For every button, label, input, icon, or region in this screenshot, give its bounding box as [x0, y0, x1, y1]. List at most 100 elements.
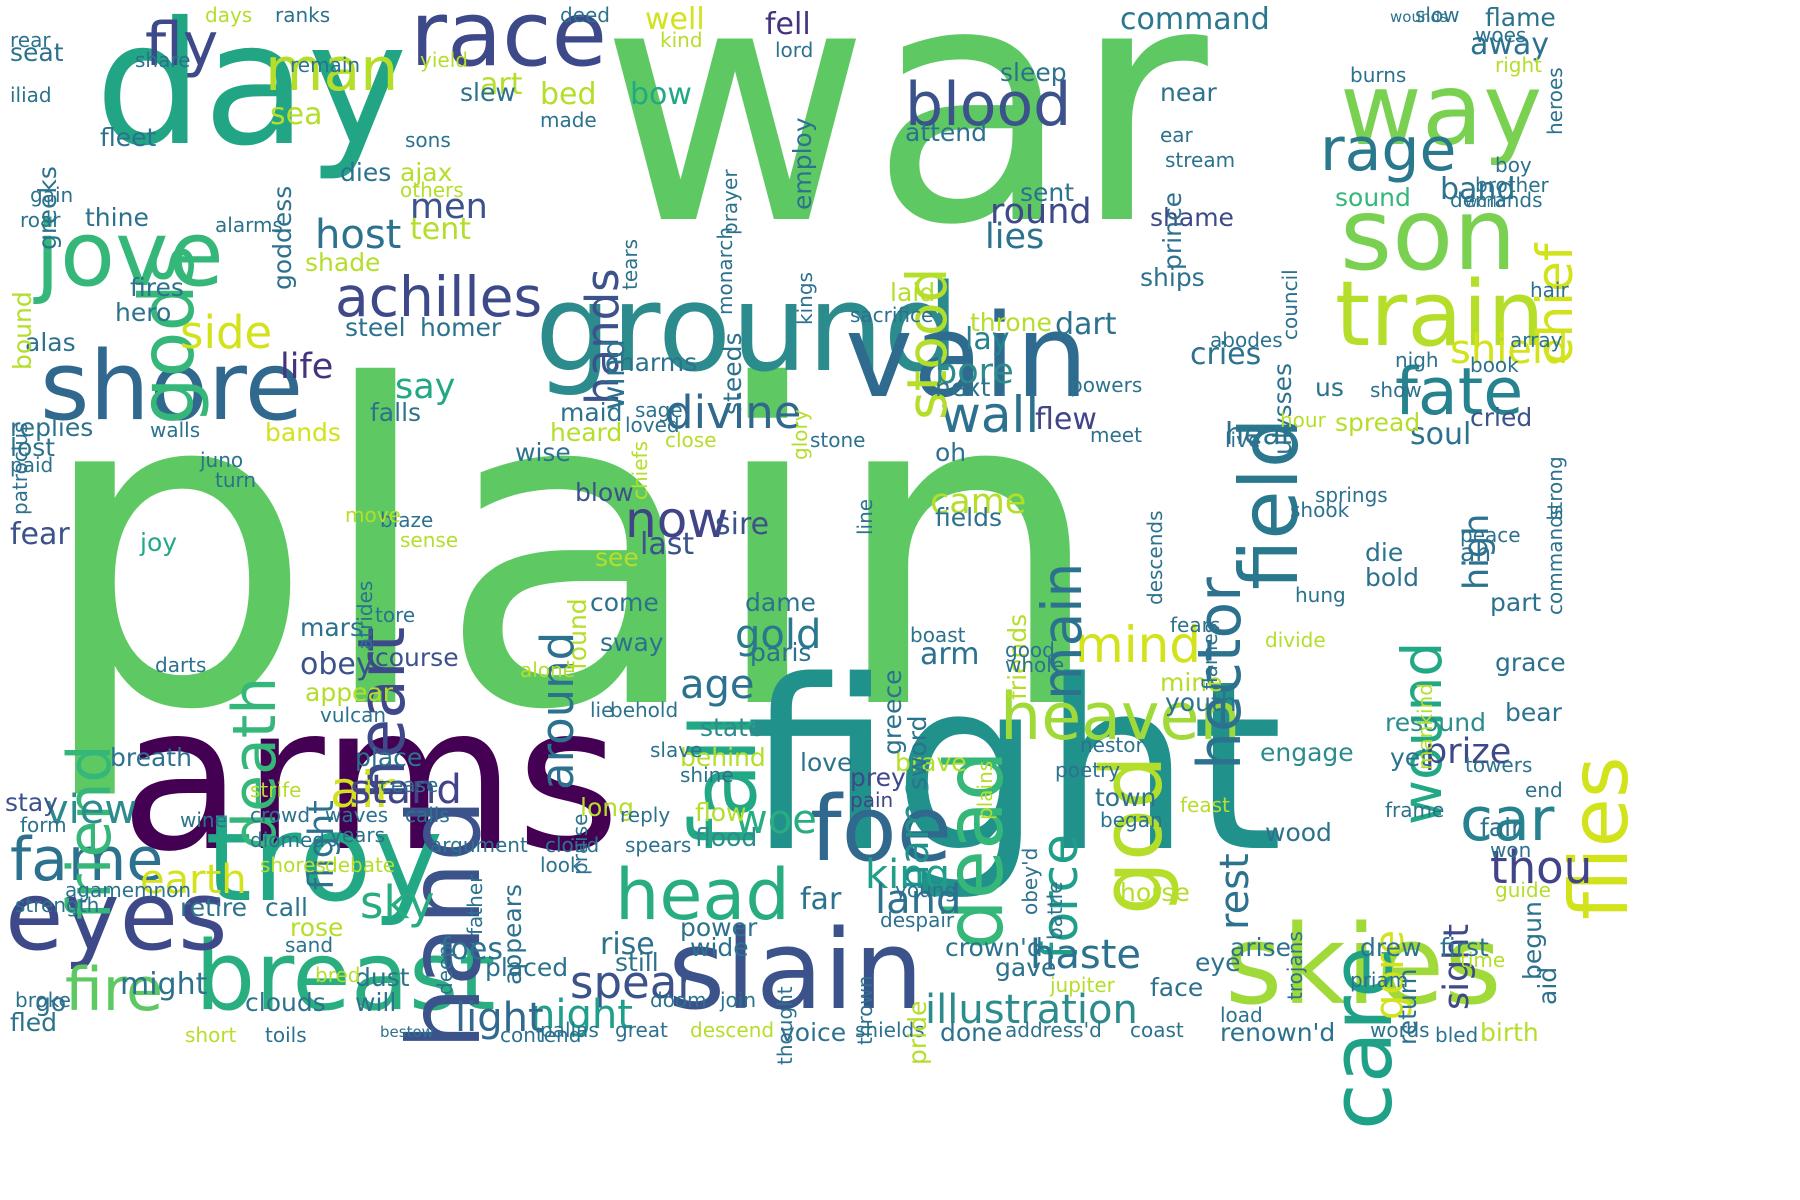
word-rear: rear [10, 28, 51, 52]
word-youth: youth [1165, 688, 1237, 717]
word-form: form [20, 813, 67, 837]
word-fleet: fleet [100, 123, 157, 152]
word-words: words [1370, 1018, 1430, 1042]
word-joy: joy [140, 528, 178, 557]
word-days: days [205, 3, 253, 27]
word-gave: gave [995, 953, 1057, 982]
word-made: made [540, 108, 597, 132]
word-race: race [410, 0, 608, 87]
word-illustration: illustration [925, 987, 1138, 1033]
word-oh: oh [935, 438, 967, 467]
word-rose: rose [290, 913, 344, 942]
word-command: command [1120, 2, 1270, 37]
word-cloud: cloud [545, 833, 600, 857]
word-land: land [875, 877, 962, 923]
word-engage: engage [1260, 738, 1354, 767]
word-sense: sense [400, 528, 459, 552]
word-shine: shine [680, 763, 734, 787]
word-crownd: crown'd [945, 933, 1043, 962]
word-behind: behind [680, 743, 766, 772]
word-tears-vertical: tears [618, 238, 642, 290]
word-still: still [615, 948, 659, 977]
word-brother: brother [1475, 173, 1549, 197]
word-day: day [95, 0, 408, 184]
word-slew: slew [460, 78, 516, 107]
word-others: others [400, 178, 464, 202]
word-art: art [480, 67, 523, 102]
word-flame: flame [1485, 3, 1556, 32]
word-round: round [990, 192, 1092, 232]
word-heard: heard [550, 418, 623, 447]
word-prince-vertical: prince [1158, 191, 1187, 270]
word-sent: sent [1020, 178, 1075, 207]
word-blood: blood [905, 70, 1072, 140]
word-iliad: iliad [10, 83, 52, 107]
word-aid-vertical: aid [1533, 966, 1562, 1005]
word-ground: ground [535, 260, 960, 399]
word-thine: thine [85, 203, 149, 232]
word-strife: strife [250, 778, 302, 802]
word-rage: rage [1320, 115, 1457, 185]
word-mine: mine [1160, 668, 1223, 697]
word-might: might [120, 967, 208, 1002]
word-roar: roar [20, 208, 61, 232]
word-behold: behold [610, 698, 679, 722]
word-tent: tent [410, 212, 471, 247]
word-good: good [1005, 638, 1055, 662]
word-fire: fire [65, 955, 164, 1025]
word-flow: flow [695, 798, 747, 827]
word-lie: lie [590, 698, 614, 722]
word-dame: dame [745, 588, 816, 617]
word-close: close [665, 428, 717, 452]
word-stream: stream [1165, 148, 1236, 172]
word-bands: bands [265, 418, 341, 447]
word-spears: spears [625, 833, 692, 857]
word-appears-vertical: appears [498, 883, 527, 985]
word-thought-vertical: thought [773, 986, 797, 1065]
word-blaze: blaze [380, 508, 434, 532]
word-thrown-vertical: thrown [853, 975, 877, 1045]
word-young: young [895, 878, 958, 902]
word-prize: prize [1425, 732, 1512, 772]
word-fate: fate [1395, 355, 1524, 430]
word-frame: frame [1385, 798, 1445, 822]
word-glory-vertical: glory [788, 409, 812, 460]
word-voice: voice [780, 1018, 847, 1047]
word-darts: darts [155, 653, 207, 677]
word-gold: gold [735, 612, 822, 658]
word-birth: birth [1480, 1018, 1539, 1047]
word-power: power [680, 913, 758, 942]
word-appear: appear [305, 678, 394, 707]
word-priam: priam [1350, 968, 1409, 992]
word-meet: meet [1090, 423, 1142, 447]
word-town: town [1095, 783, 1157, 812]
word-hear: hear [1225, 417, 1294, 452]
word-see: see [595, 543, 639, 572]
word-kings-vertical: kings [793, 272, 817, 325]
word-goddess-vertical: goddess [268, 185, 297, 290]
word-burns: burns [1350, 63, 1407, 87]
word-strong-vertical: strong [1543, 456, 1567, 520]
word-began: began [1100, 808, 1163, 832]
word-hour: hour [1280, 408, 1326, 432]
word-stand: stand [350, 767, 462, 813]
word-man: man [265, 35, 399, 105]
word-diomed: diomed [250, 828, 325, 852]
word-king: king [865, 852, 951, 898]
word-flew: flew [1035, 402, 1097, 437]
word-main-vertical: main [1030, 562, 1094, 700]
word-boy: boy [1495, 153, 1532, 177]
word-contend: contend [500, 1023, 582, 1047]
word-done: done [940, 1018, 1003, 1047]
word-fields: fields [935, 503, 1002, 532]
word-next: next [935, 373, 991, 402]
word-line-vertical: line [853, 498, 877, 535]
word-council-vertical: council [1278, 269, 1302, 340]
word-ranks: ranks [275, 3, 331, 27]
word-obeyd-vertical: obey'd [1018, 847, 1042, 915]
word-shores: shores [260, 853, 326, 877]
word-powers: powers [1070, 373, 1143, 397]
word-fly: fly [145, 10, 219, 80]
word-charms: charms [605, 348, 698, 377]
word-won: won [1490, 838, 1532, 862]
